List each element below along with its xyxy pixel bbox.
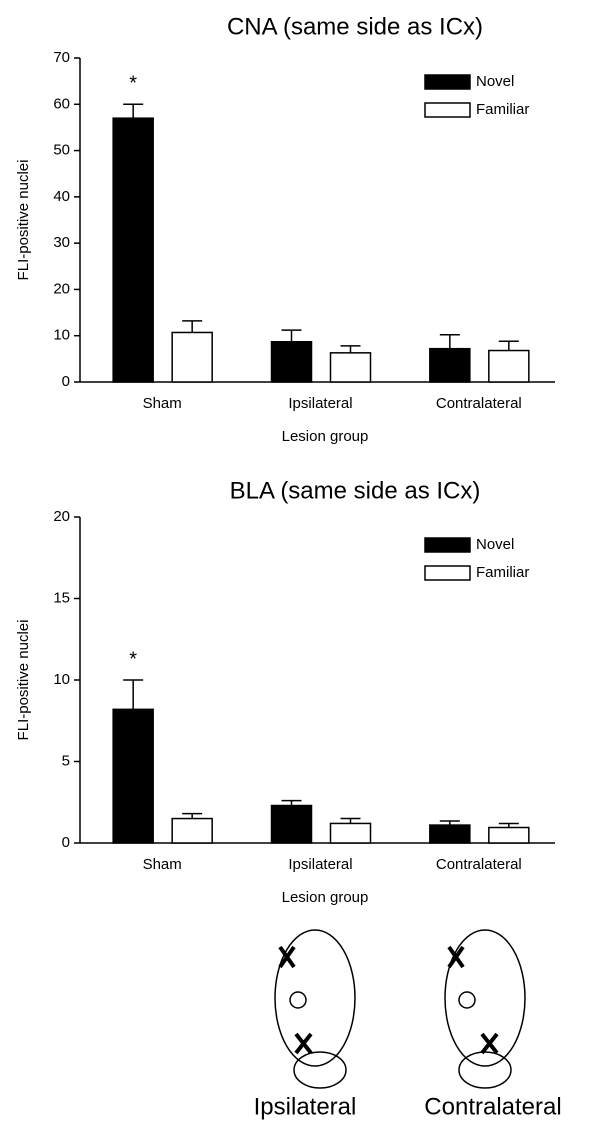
y-tick-label: 5 (62, 752, 70, 769)
y-tick-label: 70 (53, 49, 70, 66)
bar (270, 340, 313, 383)
y-tick-label: 50 (53, 142, 70, 159)
brain-outline (274, 929, 356, 1067)
bar (488, 349, 530, 383)
y-tick-label: 10 (53, 671, 70, 688)
bar (429, 824, 471, 844)
y-tick-label: 20 (53, 508, 70, 525)
circle-marker (458, 991, 476, 1009)
legend-swatch (424, 102, 471, 118)
bar (329, 822, 372, 844)
bar (329, 352, 372, 383)
bar (171, 817, 213, 844)
brain-lobe (458, 1051, 512, 1089)
diagram-label: Contralateral (424, 1093, 561, 1120)
legend-label: Novel (476, 73, 514, 90)
legend-label: Familiar (476, 564, 529, 581)
diagram-label: Ipsilateral (254, 1093, 357, 1120)
legend-swatch (424, 537, 471, 553)
y-tick-label: 30 (53, 234, 70, 251)
legend-label: Novel (476, 536, 514, 553)
y-tick-label: 15 (53, 589, 70, 606)
y-tick-label: 20 (53, 280, 70, 297)
bar (270, 804, 313, 844)
x-axis-label: Lesion group (282, 889, 369, 906)
y-tick-label: 0 (62, 834, 70, 851)
lesion-mark (294, 1032, 313, 1055)
legend-swatch (424, 565, 471, 581)
y-tick-label: 0 (62, 373, 70, 390)
y-tick-label: 60 (53, 95, 70, 112)
y-tick-label: 40 (53, 188, 70, 205)
y-axis-label: FLI-positive nuclei (15, 620, 32, 741)
x-tick-label: Contralateral (436, 395, 522, 412)
x-tick-label: Contralateral (436, 856, 522, 873)
annotation: * (129, 648, 137, 670)
circle-marker (289, 991, 307, 1009)
bar (429, 347, 471, 383)
legend-label: Familiar (476, 101, 529, 118)
y-axis-label: FLI-positive nuclei (15, 160, 32, 281)
x-tick-label: Ipsilateral (288, 395, 352, 412)
diagram (274, 929, 526, 1089)
x-tick-label: Ipsilateral (288, 856, 352, 873)
annotation: * (129, 73, 137, 95)
chart-title: CNA (same side as ICx) (227, 13, 483, 40)
bar (112, 117, 154, 383)
brain-lobe (293, 1051, 347, 1089)
bar (112, 708, 154, 844)
lesion-mark (480, 1032, 499, 1055)
lesion-mark (278, 945, 296, 969)
chart-title: BLA (same side as ICx) (230, 477, 481, 504)
bar (171, 331, 213, 383)
legend-swatch (424, 74, 471, 90)
x-tick-label: Sham (143, 856, 182, 873)
bar (488, 826, 530, 844)
x-axis-label: Lesion group (282, 428, 369, 445)
lesion-mark (447, 945, 465, 969)
brain-outline (444, 929, 526, 1067)
y-tick-label: 10 (53, 327, 70, 344)
x-tick-label: Sham (143, 395, 182, 412)
